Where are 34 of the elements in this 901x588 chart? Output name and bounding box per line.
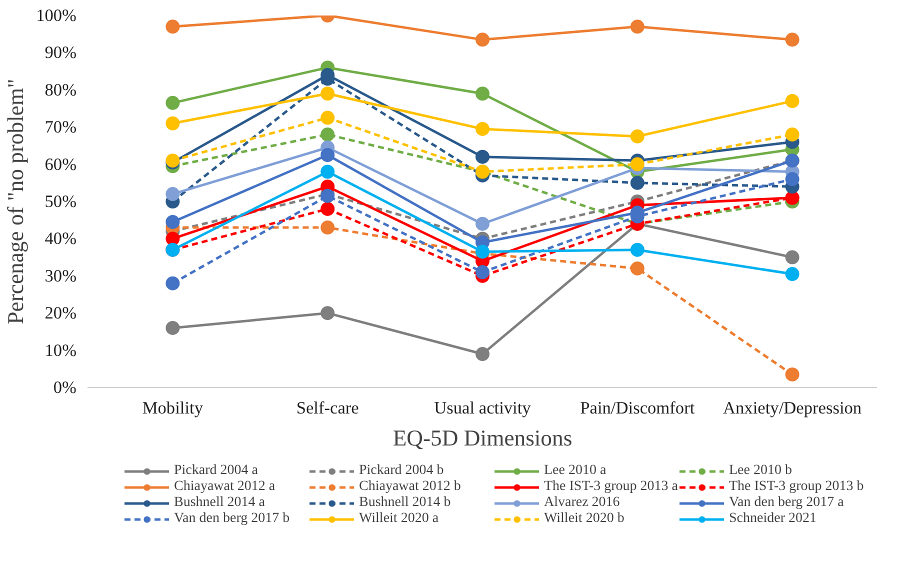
legend-label: Schneider 2021	[729, 511, 818, 527]
y-tick-label: 10%	[44, 340, 77, 360]
legend-label: Pickard 2004 a	[174, 463, 259, 479]
legend-label: Alvarez 2016	[544, 495, 621, 511]
legend-label: Willeit 2020 a	[359, 511, 440, 527]
y-tick-label: 100%	[36, 6, 77, 25]
legend-label: Pickard 2004 b	[359, 463, 445, 479]
x-tick-label: Usual activity	[434, 398, 532, 418]
legend-label: Lee 2010 b	[729, 463, 793, 479]
y-tick-label: 50%	[44, 192, 77, 211]
y-tick-label: 90%	[44, 43, 77, 62]
legend-label: Bushnell 2014 b	[359, 495, 452, 511]
x-tick-label: Mobility	[142, 398, 204, 418]
legend-label: The IST-3 group 2013 b	[729, 479, 864, 495]
legend-label: Lee 2010 a	[544, 463, 608, 479]
y-tick-label: 70%	[44, 118, 77, 137]
x-axis-title: EQ-5D Dimensions	[392, 426, 572, 450]
y-tick-label: 30%	[44, 266, 77, 286]
y-tick-label: 80%	[44, 80, 77, 100]
y-tick-label: 20%	[44, 304, 77, 323]
x-tick-label: Self-care	[296, 398, 360, 418]
x-tick-label: Anxiety/Depression	[723, 398, 862, 418]
legend-label: Willeit 2020 b	[544, 511, 626, 527]
y-axis-title: Percenage of "no problem"	[3, 78, 28, 324]
y-tick-label: 0%	[53, 378, 77, 397]
x-tick-label: Pain/Discomfort	[580, 398, 695, 418]
legend-label: Bushnell 2014 a	[174, 495, 266, 511]
legend-label: Chiayawat 2012 a	[174, 479, 276, 495]
legend-label: Van den berg 2017 a	[729, 495, 845, 511]
y-tick-label: 60%	[44, 154, 77, 174]
legend-label: The IST-3 group 2013 a	[544, 479, 679, 495]
legend-label: Chiayawat 2012 b	[359, 479, 462, 495]
legend-label: Van den berg 2017 b	[174, 511, 291, 527]
y-tick-label: 40%	[44, 229, 77, 248]
